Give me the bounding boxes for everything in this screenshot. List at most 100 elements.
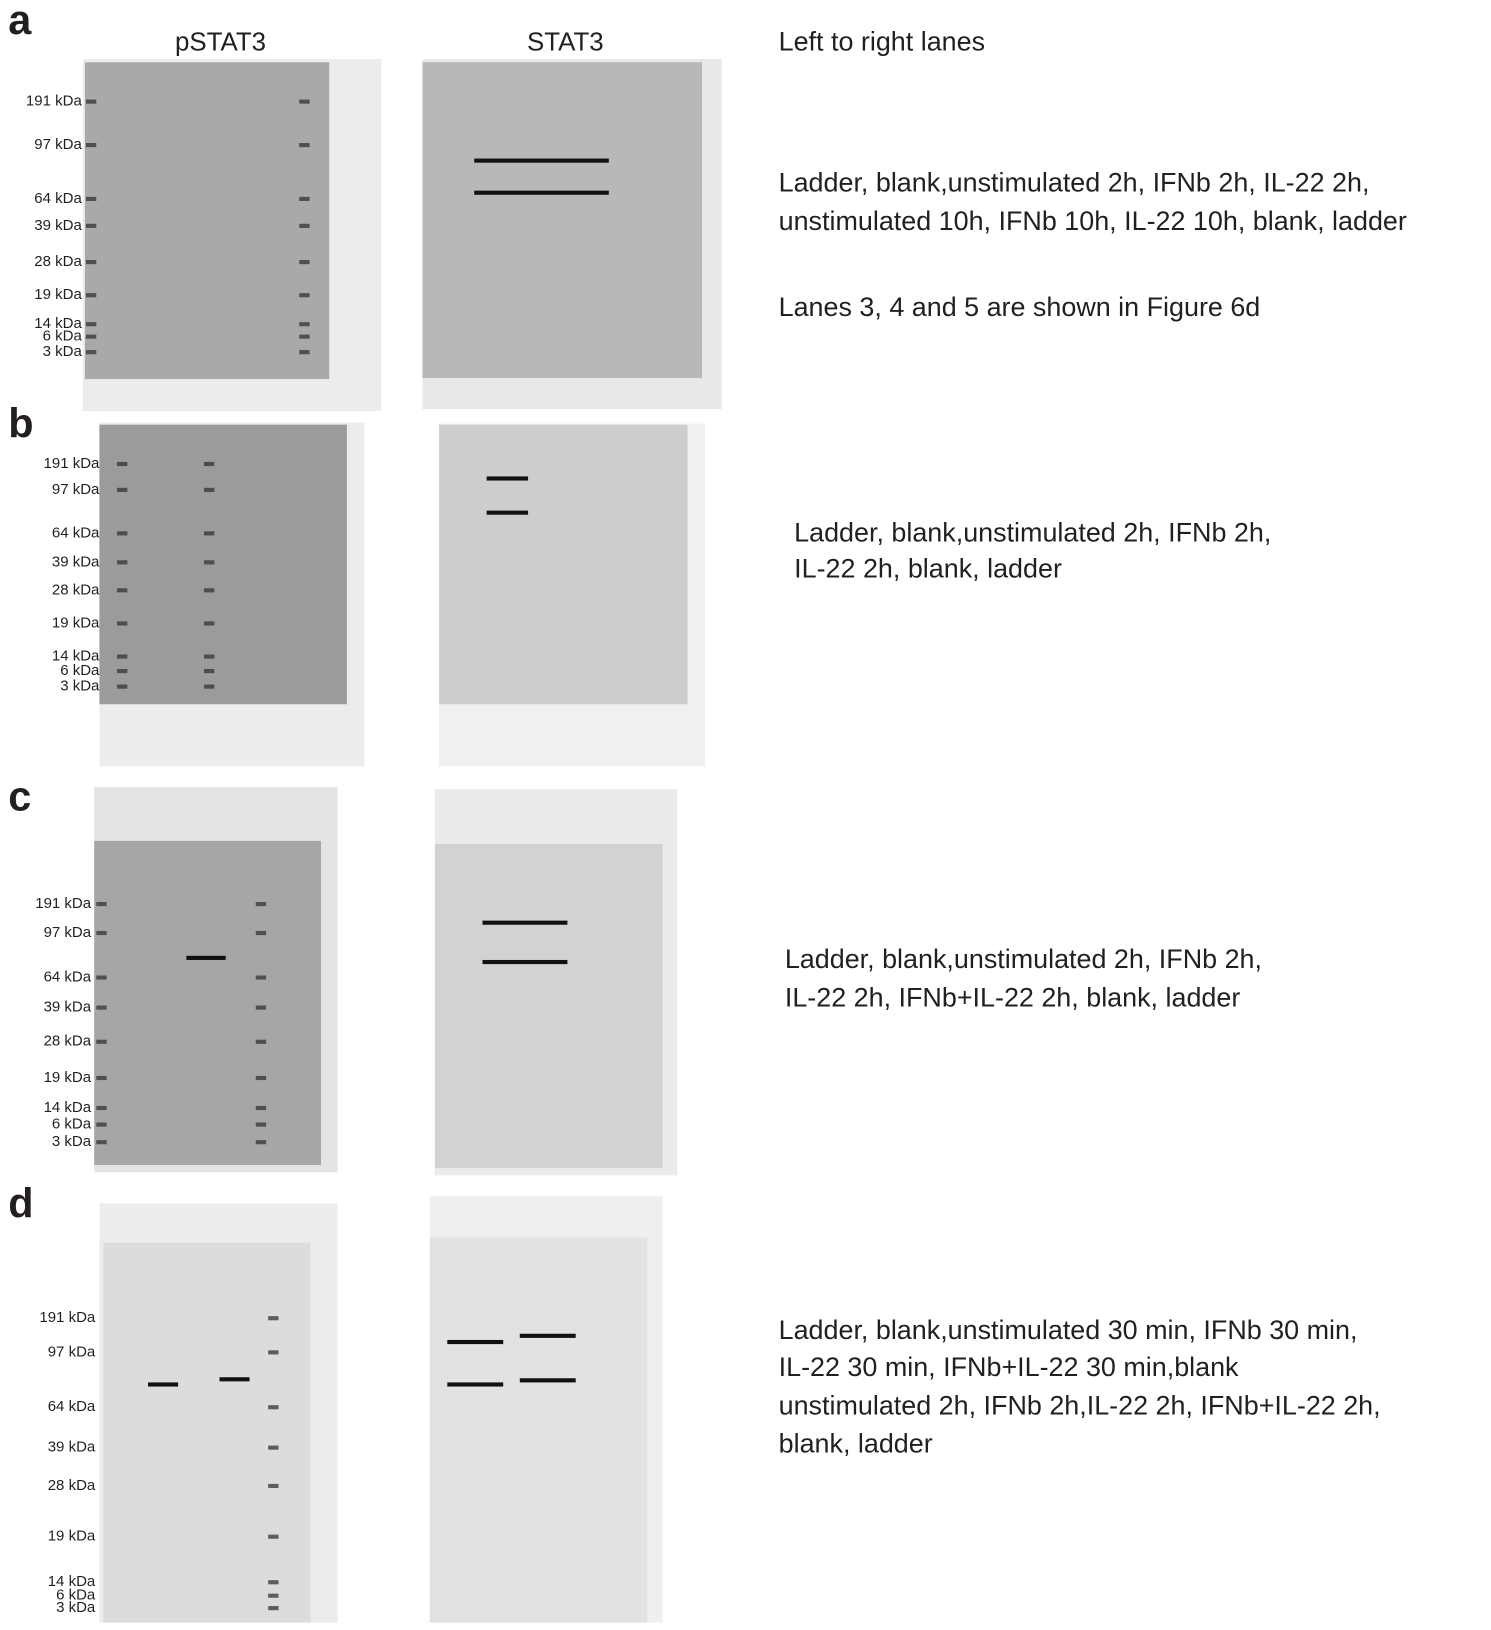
lane-note: Ladder, blank,unstimulated 2h, IFNb 2h, … [779,168,1370,198]
kda-marker: 3 kDa [56,1599,96,1616]
ladder-band [96,1140,106,1144]
ladder-band [268,1316,278,1320]
kda-marker: 3 kDa [60,678,100,695]
blot-gel [85,62,329,379]
ladder-band [204,531,214,535]
blot-gel [435,844,663,1168]
ladder-band [256,1123,266,1127]
ladder-band [256,1106,266,1110]
lane-note: unstimulated 10h, IFNb 10h, IL-22 10h, b… [779,206,1407,236]
ladder-band [96,902,106,906]
ladder-band [117,655,127,659]
ladder-band [299,143,309,147]
ladder-band [256,1006,266,1010]
panel-label: a [8,0,32,43]
kda-marker: 39 kDa [48,1439,96,1456]
kda-marker: 191 kDa [26,93,83,110]
kda-marker: 64 kDa [34,190,82,207]
kda-marker: 14 kDa [44,1099,92,1116]
ladder-band [86,350,96,354]
lane-note: Ladder, blank,unstimulated 30 min, IFNb … [779,1315,1358,1345]
ladder-band [256,902,266,906]
panel-label: c [8,773,31,819]
ladder-band [86,293,96,297]
ladder-band [96,975,106,979]
kda-marker: 191 kDa [35,895,92,912]
kda-marker: 6 kDa [52,1116,92,1133]
blot-gel [104,1243,311,1623]
lane-note: IL-22 30 min, IFNb+IL-22 30 min,blank [779,1352,1239,1382]
ladder-band [268,1484,278,1488]
kda-marker: 28 kDa [48,1477,96,1494]
ladder-band [86,143,96,147]
ladder-band [86,197,96,201]
lane-note: IL-22 2h, IFNb+IL-22 2h, blank, ladder [785,982,1240,1012]
ladder-band [117,462,127,466]
column-header: pSTAT3 [175,28,266,56]
ladder-band [117,560,127,564]
protein-band [520,1334,576,1338]
kda-marker: 39 kDa [34,217,82,234]
lane-note: Ladder, blank,unstimulated 2h, IFNb 2h, [785,944,1262,974]
blot-gel [430,1237,647,1622]
kda-marker: 97 kDa [44,924,92,941]
ladder-band [256,975,266,979]
kda-marker: 3 kDa [52,1133,92,1150]
ladder-band [256,1040,266,1044]
blot-gel [439,425,688,705]
ladder-band [268,1535,278,1539]
ladder-band [204,462,214,466]
lane-note: blank, ladder [779,1429,933,1459]
kda-marker: 6 kDa [43,328,83,345]
ladder-band [86,322,96,326]
kda-marker: 191 kDa [44,455,101,472]
ladder-band [117,621,127,625]
kda-marker: 97 kDa [52,481,100,498]
protein-band [520,1378,576,1382]
kda-marker: 28 kDa [34,253,82,270]
kda-marker: 3 kDa [43,343,83,360]
ladder-band [204,621,214,625]
blot-gel [99,425,346,705]
ladder-band [86,224,96,228]
ladder-band [204,655,214,659]
ladder-band [268,1350,278,1354]
ladder-band [96,1106,106,1110]
kda-marker: 28 kDa [44,1033,92,1050]
kda-marker: 28 kDa [52,581,100,598]
protein-band [148,1382,178,1386]
ladder-band [299,322,309,326]
lane-note: Lanes 3, 4 and 5 are shown in Figure 6d [779,292,1261,322]
ladder-band [96,1123,106,1127]
lane-note: IL-22 2h, blank, ladder [794,554,1062,584]
ladder-band [268,1606,278,1610]
protein-band [487,511,528,515]
kda-marker: 191 kDa [39,1309,96,1326]
column-header: STAT3 [527,28,604,56]
ladder-band [299,260,309,264]
ladder-band [299,350,309,354]
kda-marker: 64 kDa [52,524,100,541]
ladder-band [96,1040,106,1044]
kda-marker: 19 kDa [48,1528,96,1545]
lane-note: unstimulated 2h, IFNb 2h,IL-22 2h, IFNb+… [779,1390,1381,1420]
kda-marker: 97 kDa [34,136,82,153]
ladder-band [117,531,127,535]
lane-note: Left to right lanes [779,27,985,57]
protein-band [483,960,568,964]
ladder-band [256,931,266,935]
blot-gel [94,841,321,1165]
ladder-band [299,293,309,297]
ladder-band [268,1446,278,1450]
ladder-band [299,224,309,228]
protein-band [483,921,568,925]
panel-label: b [8,401,33,447]
page: {"column_headers": ["pSTAT3", "STAT3"], … [0,0,1491,1630]
lane-note: Ladder, blank,unstimulated 2h, IFNb 2h, [794,518,1271,548]
protein-band [447,1382,503,1386]
protein-band [447,1340,503,1344]
ladder-band [299,197,309,201]
kda-marker: 97 kDa [48,1343,96,1360]
protein-band [474,159,609,163]
kda-marker: 39 kDa [44,999,92,1016]
